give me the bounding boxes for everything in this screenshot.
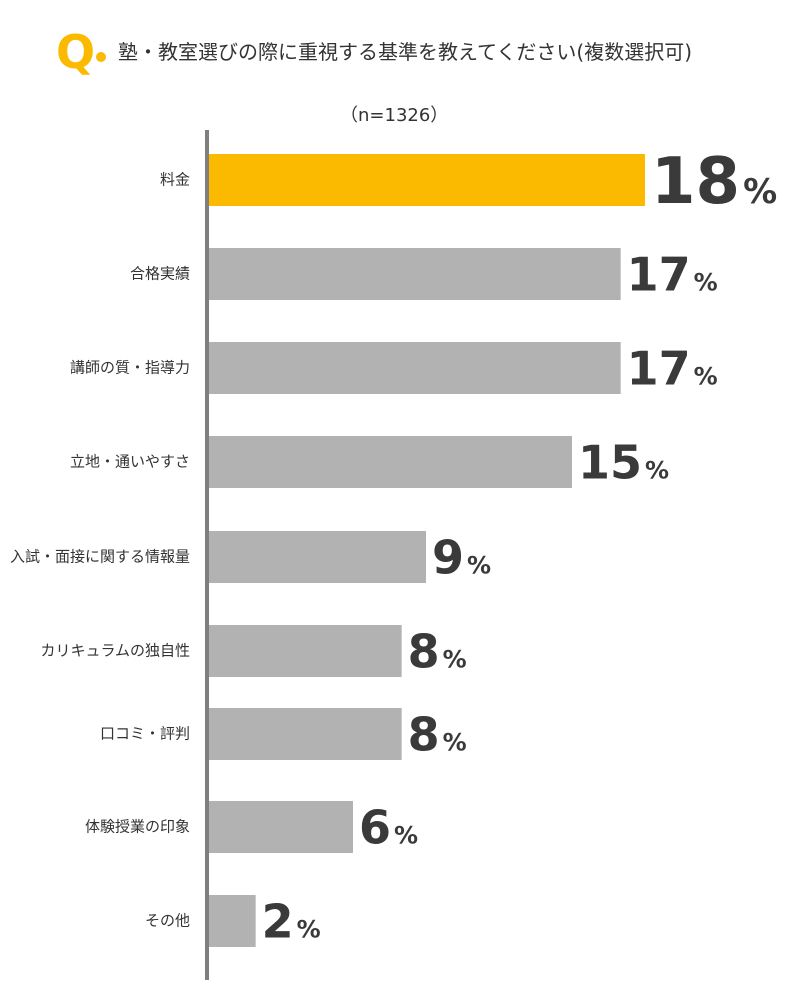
bar-2 bbox=[207, 248, 621, 300]
value-label-8: 6% bbox=[359, 801, 418, 855]
bar-4 bbox=[207, 436, 572, 488]
bar-9 bbox=[207, 895, 256, 947]
value-number-5: 9 bbox=[432, 531, 464, 585]
bar-5 bbox=[207, 531, 426, 583]
value-unit-8: % bbox=[394, 822, 418, 850]
value-unit-4: % bbox=[645, 457, 669, 485]
value-number-6: 8 bbox=[408, 625, 440, 679]
value-label-6: 8% bbox=[408, 625, 467, 679]
value-unit-2: % bbox=[694, 269, 718, 297]
category-label-4: 立地・通いやすさ bbox=[70, 453, 190, 471]
category-label-8: 体験授業の印象 bbox=[85, 818, 190, 836]
category-label-5: 入試・面接に関する情報量 bbox=[10, 548, 190, 566]
value-number-3: 17 bbox=[627, 342, 691, 396]
category-label-9: その他 bbox=[145, 912, 190, 930]
bar-7 bbox=[207, 708, 402, 760]
value-number-7: 8 bbox=[408, 708, 440, 762]
question-text: 塾・教室選びの際に重視する基準を教えてください(複数選択可) bbox=[118, 40, 693, 64]
value-label-3: 17% bbox=[627, 342, 718, 396]
value-label-2: 17% bbox=[627, 248, 718, 302]
value-unit-5: % bbox=[467, 552, 491, 580]
value-unit-7: % bbox=[443, 729, 467, 757]
value-number-8: 6 bbox=[359, 801, 391, 855]
category-label-7: 口コミ・評判 bbox=[100, 725, 190, 743]
category-label-2: 合格実績 bbox=[130, 265, 190, 283]
value-number-1: 18 bbox=[651, 145, 740, 219]
value-label-9: 2% bbox=[262, 895, 321, 949]
bar-8 bbox=[207, 801, 353, 853]
sample-size: （n=1326） bbox=[340, 105, 449, 126]
value-unit-1: % bbox=[743, 172, 777, 212]
value-number-9: 2 bbox=[262, 895, 294, 949]
category-label-3: 講師の質・指導力 bbox=[70, 359, 190, 377]
bar-6 bbox=[207, 625, 402, 677]
bar-1 bbox=[207, 154, 645, 206]
q-mark: Q bbox=[56, 25, 96, 79]
value-label-1: 18% bbox=[651, 145, 777, 219]
category-label-1: 料金 bbox=[160, 171, 190, 189]
value-unit-3: % bbox=[694, 363, 718, 391]
value-number-4: 15 bbox=[578, 436, 642, 490]
value-label-5: 9% bbox=[432, 531, 491, 585]
value-label-7: 8% bbox=[408, 708, 467, 762]
value-unit-9: % bbox=[297, 916, 321, 944]
value-unit-6: % bbox=[443, 646, 467, 674]
question-header: Q 塾・教室選びの際に重視する基準を教えてください(複数選択可) bbox=[56, 26, 786, 86]
value-number-2: 17 bbox=[627, 248, 691, 302]
category-label-6: カリキュラムの独自性 bbox=[40, 642, 190, 660]
bar-3 bbox=[207, 342, 621, 394]
q-dot-icon bbox=[96, 52, 106, 62]
value-label-4: 15% bbox=[578, 436, 669, 490]
